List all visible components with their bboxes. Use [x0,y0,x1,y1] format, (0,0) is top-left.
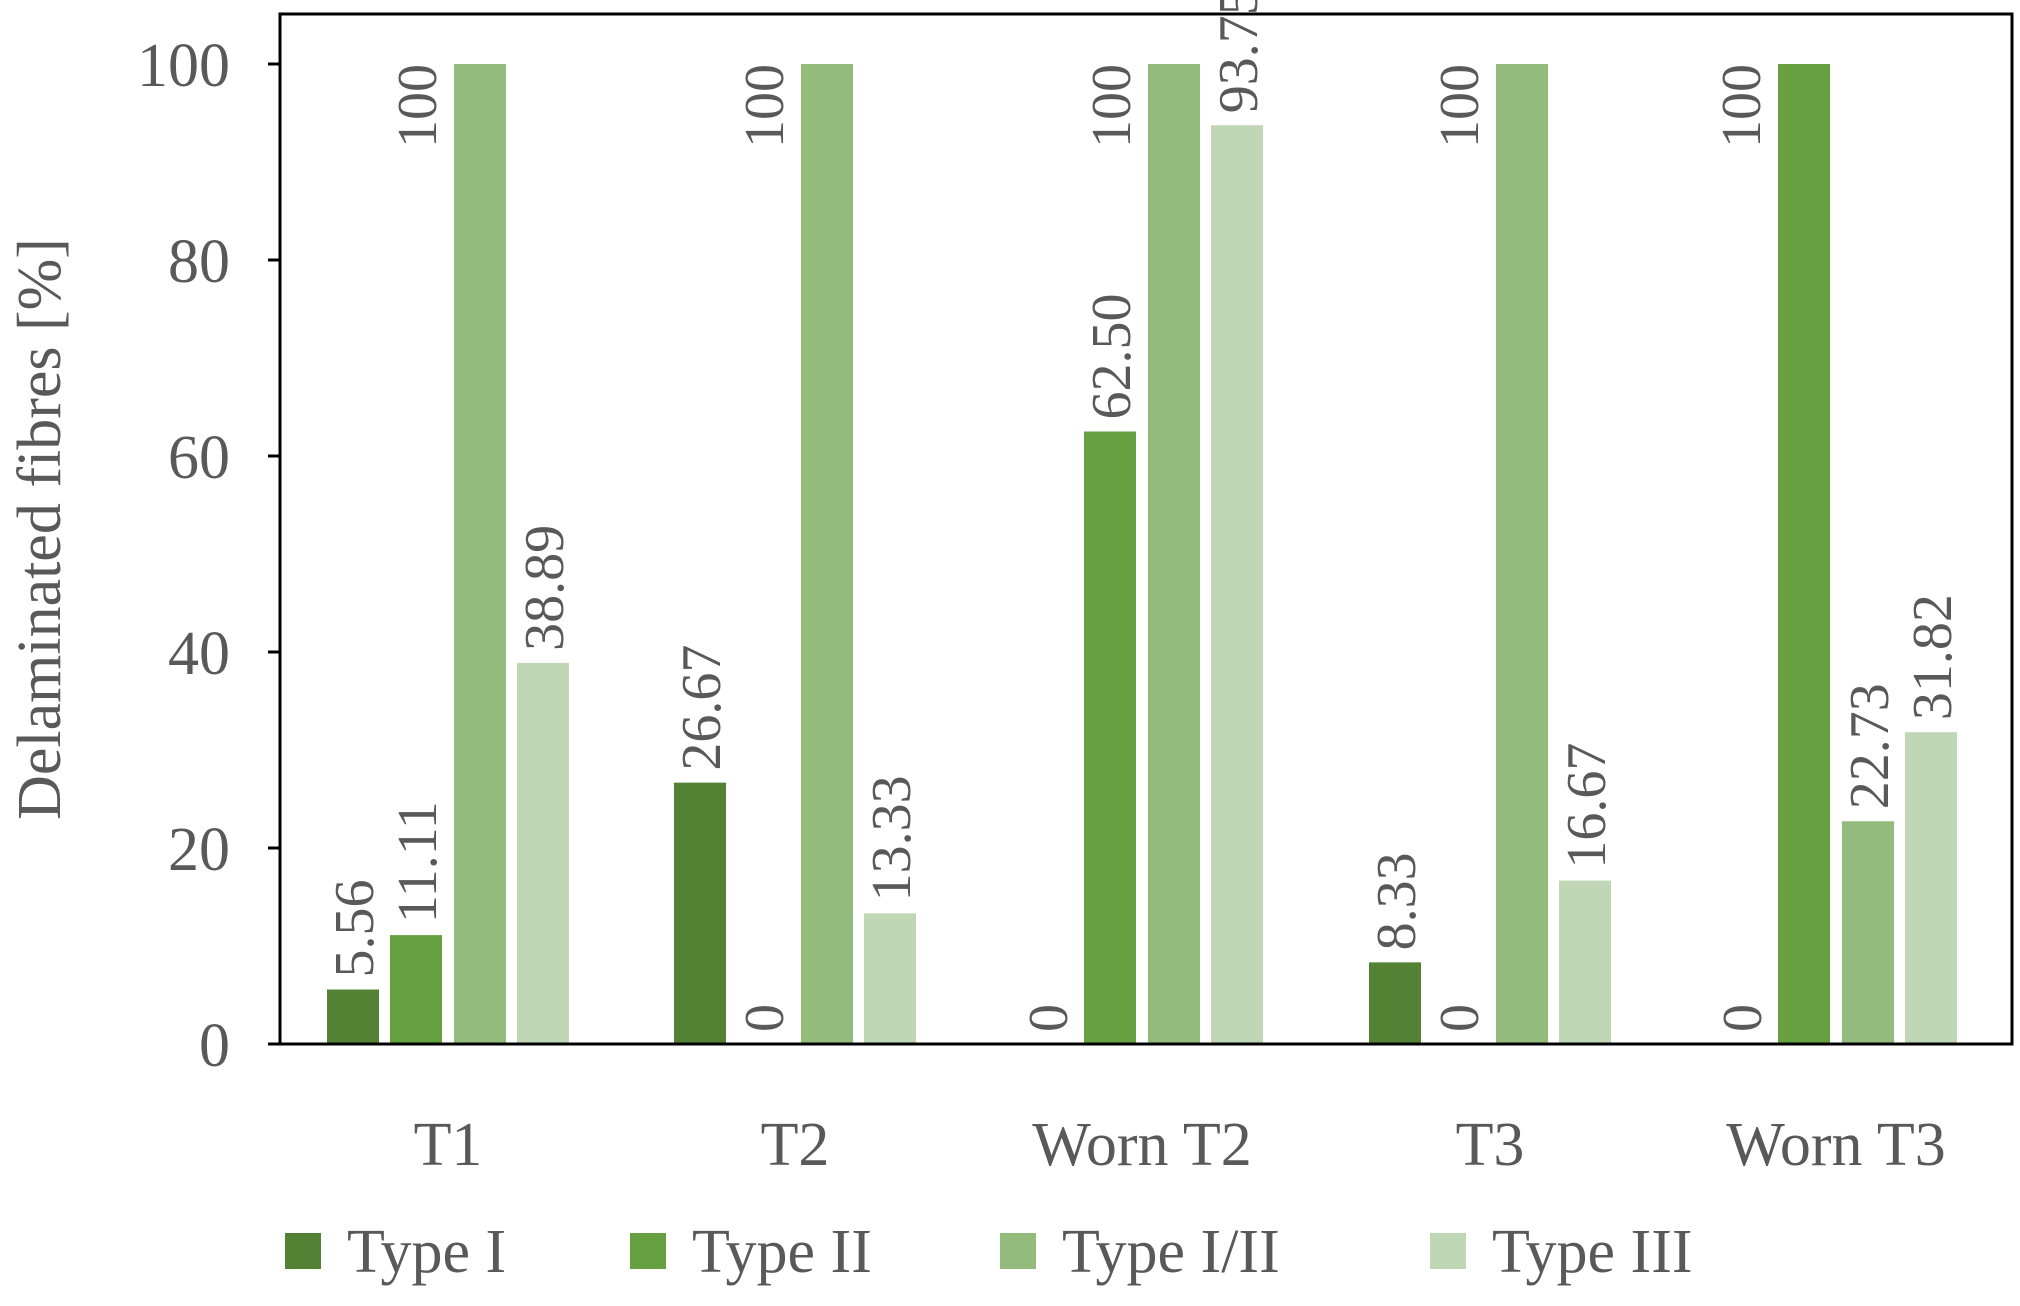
y-axis: 0 20 40 60 80 100 [137,32,280,1080]
y-tick-label: 0 [199,1012,230,1080]
data-label: 62.50 [1081,294,1143,420]
data-label: 100 [734,64,796,148]
bar-type-iii-t2 [864,913,916,1044]
bar-type-ii-t1 [390,935,442,1044]
data-label: 22.73 [1839,683,1901,809]
y-axis-label: Delaminated fibres [%] [6,238,74,820]
bar-type-i-ii-t3 [1496,64,1548,1044]
bar-type-i-ii-worn-t3 [1842,821,1894,1044]
y-tick-label: 100 [137,32,230,100]
y-tick-label: 20 [168,816,230,884]
bar-type-iii-worn-t3 [1905,732,1957,1044]
x-category-label: Worn T2 [1032,1111,1251,1179]
y-tick-label: 40 [168,620,230,688]
bar-type-i-ii-t2 [801,64,853,1044]
legend-swatch [630,1233,666,1269]
data-label: 11.11 [387,801,449,923]
bar-type-ii-worn-t2 [1084,431,1136,1044]
y-tick-label: 80 [168,228,230,296]
data-label: 0 [1712,1004,1774,1032]
data-label: 31.82 [1902,594,1964,720]
x-axis: T1 T2 Worn T2 T3 Worn T3 [414,1111,1946,1179]
legend-swatch [1000,1233,1036,1269]
data-label: 100 [1429,64,1491,148]
data-label: 93.75 [1208,0,1270,113]
data-label: 0 [1429,1004,1491,1032]
bar-type-i-ii-t1 [454,64,506,1044]
legend-label: Type II [692,1218,872,1286]
bar-type-i-t3 [1369,962,1421,1044]
x-category-label: T3 [1456,1111,1525,1179]
data-label: 38.89 [514,525,576,651]
legend: Type I Type II Type I/II Type III [285,1218,1693,1286]
data-label: 16.67 [1556,743,1618,869]
data-label: 8.33 [1366,852,1428,950]
bar-type-i-t1 [327,989,379,1044]
x-category-label: T2 [761,1111,830,1179]
bar-type-iii-worn-t2 [1211,125,1263,1044]
y-tick-label: 60 [168,424,230,492]
bar-type-i-ii-worn-t2 [1148,64,1200,1044]
legend-swatch [1430,1233,1466,1269]
data-label: 13.33 [861,775,923,901]
bars-layer [327,64,1957,1044]
legend-label: Type I [347,1218,506,1286]
data-label: 26.67 [671,645,733,771]
x-category-label: Worn T3 [1726,1111,1945,1179]
bar-type-iii-t3 [1559,880,1611,1044]
bar-type-iii-t1 [517,662,569,1044]
x-category-label: T1 [414,1111,483,1179]
data-label: 100 [1711,64,1773,148]
data-label: 100 [1081,64,1143,148]
legend-swatch [285,1233,321,1269]
data-label: 100 [387,64,449,148]
data-label: 0 [1018,1004,1080,1032]
plot-area-frame [278,12,2014,1046]
legend-label: Type I/II [1062,1218,1280,1286]
data-label: 0 [734,1004,796,1032]
legend-label: Type III [1492,1218,1693,1286]
data-label: 5.56 [324,880,386,978]
bar-type-ii-worn-t3 [1778,64,1830,1044]
bar-type-i-t2 [674,782,726,1044]
